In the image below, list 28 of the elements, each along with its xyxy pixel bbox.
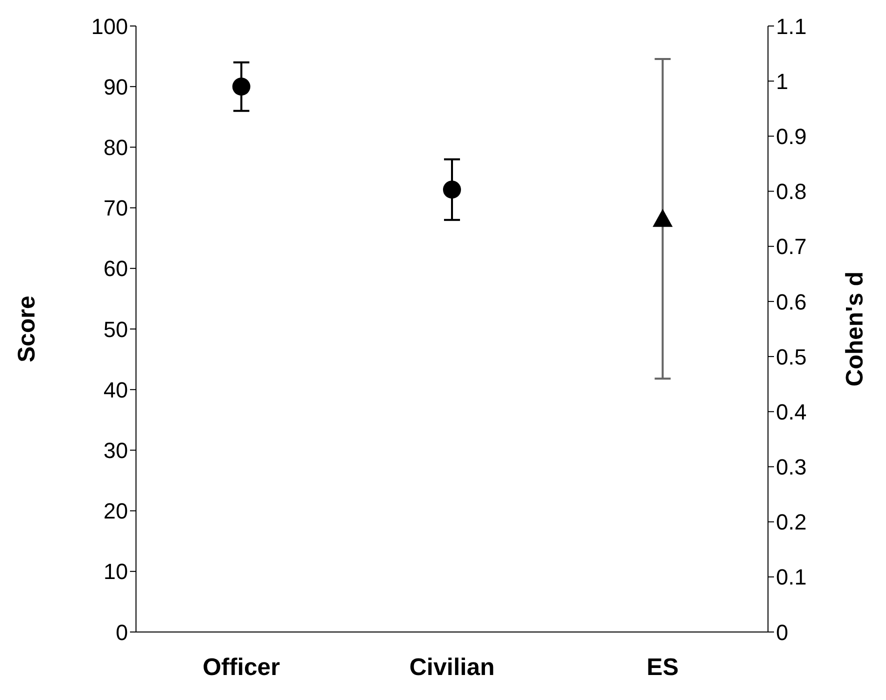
y-tick-label: 80 — [104, 135, 128, 160]
y2-tick-label: 1.1 — [776, 14, 807, 39]
y2-tick-label: 0.8 — [776, 179, 807, 204]
y2-tick-label: 0.2 — [776, 510, 807, 535]
x-tick-label: Civilian — [409, 654, 495, 682]
y2-tick-label: 0.5 — [776, 344, 807, 370]
y-tick-label: 30 — [104, 438, 128, 464]
y2-tick-label: 0.9 — [776, 124, 807, 149]
y2-tick-label: 0 — [776, 620, 788, 645]
y-tick-label: 100 — [91, 14, 128, 39]
x-tick-label: ES — [646, 654, 679, 682]
y2-tick-label: 0.4 — [776, 399, 807, 424]
y-tick-label: 0 — [116, 620, 128, 645]
y-tick-label: 50 — [104, 316, 128, 342]
y-tick-label: 70 — [104, 196, 128, 221]
y2-tick-label: 0.1 — [776, 564, 807, 590]
y2-tick-label: 1 — [776, 68, 788, 94]
y-tick-label: 20 — [104, 498, 128, 524]
y-tick-label: 40 — [104, 377, 128, 402]
y2-axis-title: Cohen's d — [842, 271, 869, 387]
y2-tick-label: 0.7 — [776, 234, 807, 260]
y2-tick-label: 0.3 — [776, 454, 807, 480]
y-tick-label: 10 — [104, 559, 128, 584]
y2-tick-label: 0.6 — [776, 289, 807, 314]
y-tick-label: 60 — [104, 256, 128, 282]
x-tick-label: Officer — [202, 654, 280, 682]
y-tick-label: 90 — [104, 74, 128, 100]
y-axis-title: Score — [14, 296, 41, 362]
